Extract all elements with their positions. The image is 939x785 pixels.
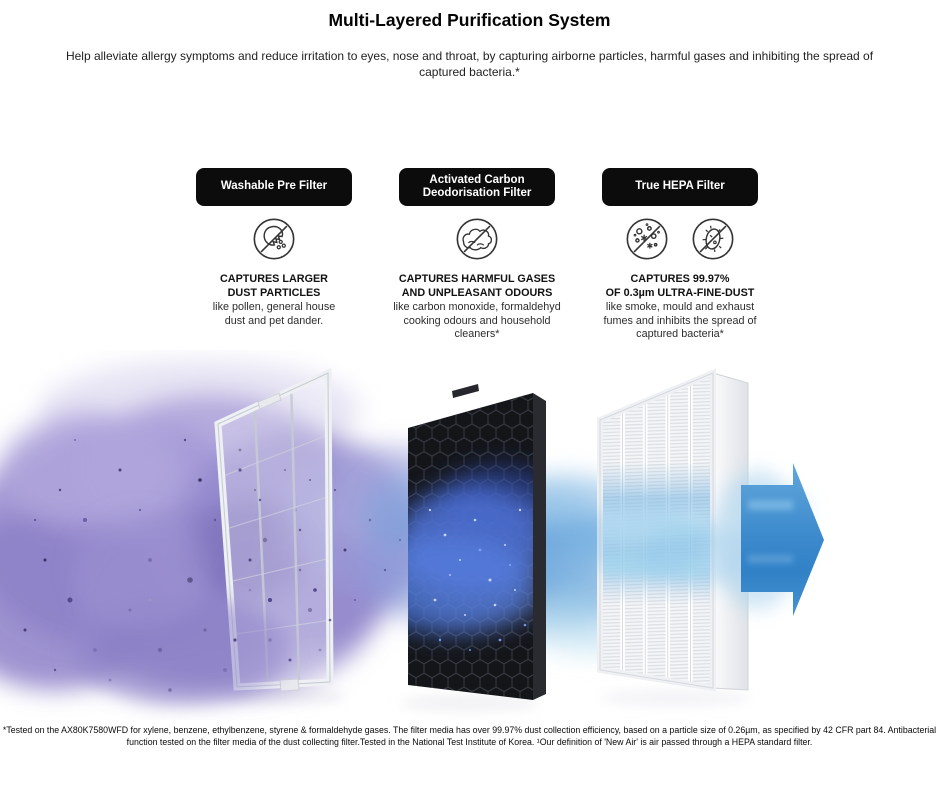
carbon-filter-heading: CAPTURES HARMFUL GASES AND UNPLEASANT OD… <box>367 273 587 300</box>
filter-column-hepa-filter: True HEPA Filter <box>570 168 790 342</box>
hepa-filter-heading: CAPTURES 99.97% OF 0.3µm ULTRA-FINE-DUST <box>570 273 790 300</box>
badge-line: Deodorisation Filter <box>422 187 532 199</box>
footnote-line-2: function tested on the filter media of t… <box>126 737 813 747</box>
pre-filter-description: like pollen, general house dust and pet … <box>164 301 384 328</box>
floor-shadows <box>225 688 750 711</box>
hepa-filter-badge: True HEPA Filter <box>602 168 758 206</box>
desc-line: captured bacteria* <box>636 328 724 340</box>
heading-line: DUST PARTICLES <box>227 286 321 299</box>
subtitle-line: captured bacteria.* <box>419 65 520 79</box>
badge-line: True HEPA Filter <box>635 180 725 193</box>
heading-line: OF 0.3µm ULTRA-FINE-DUST <box>605 286 755 299</box>
page-subtitle: Help alleviate allergy symptoms and redu… <box>0 48 939 80</box>
heading-line: CAPTURES LARGER <box>220 273 328 285</box>
desc-line: like carbon monoxide, formaldehyd <box>393 301 561 313</box>
desc-line: like pollen, general house <box>212 301 336 313</box>
no-gas-icon <box>456 218 498 260</box>
clean-air-arrow <box>741 463 824 616</box>
no-dust-particle-icon <box>253 218 295 260</box>
filter-column-pre-filter: Washable Pre Filter CAPTURES LARGER DUST… <box>164 168 384 328</box>
desc-line: cleaners* <box>454 328 500 340</box>
footnote-line-1: *Tested on the AX80K7580WFD for xylene, … <box>2 725 937 735</box>
filter-column-carbon-filter: Activated Carbon Deodorisation Filter CA… <box>367 168 587 342</box>
desc-line: like smoke, mould and exhaust <box>605 301 755 313</box>
hepa-filter-description: like smoke, mould and exhaust fumes and … <box>570 301 790 342</box>
desc-line: dust and pet dander. <box>224 314 324 327</box>
dust-cloud-front <box>70 510 290 705</box>
carbon-filter-panel <box>408 384 546 700</box>
badge-line: Washable Pre Filter <box>220 180 328 193</box>
no-bacteria-icon <box>692 218 734 260</box>
no-fine-dust-icon <box>626 218 668 260</box>
footnote: *Tested on the AX80K7580WFD for xylene, … <box>0 724 939 748</box>
carbon-filter-badge: Activated Carbon Deodorisation Filter <box>399 168 555 206</box>
pre-filter-badge: Washable Pre Filter <box>196 168 352 206</box>
heading-line: AND UNPLEASANT ODOURS <box>401 286 553 299</box>
dust-speckles-front <box>233 468 332 662</box>
carbon-filter-description: like carbon monoxide, formaldehyd cookin… <box>367 301 587 342</box>
purification-illustration <box>0 360 824 711</box>
pre-filter-heading: CAPTURES LARGER DUST PARTICLES <box>164 273 384 300</box>
hero-visual <box>0 350 939 720</box>
desc-line: cooking odours and household <box>403 314 551 327</box>
subtitle-line: Help alleviate allergy symptoms and redu… <box>65 49 874 63</box>
desc-line: fumes and inhibits the spread of <box>603 314 757 327</box>
badge-line: Activated Carbon <box>429 173 525 186</box>
heading-line: CAPTURES 99.97% <box>630 273 730 285</box>
heading-line: CAPTURES HARMFUL GASES <box>398 273 556 285</box>
page-title: Multi-Layered Purification System <box>328 10 611 30</box>
